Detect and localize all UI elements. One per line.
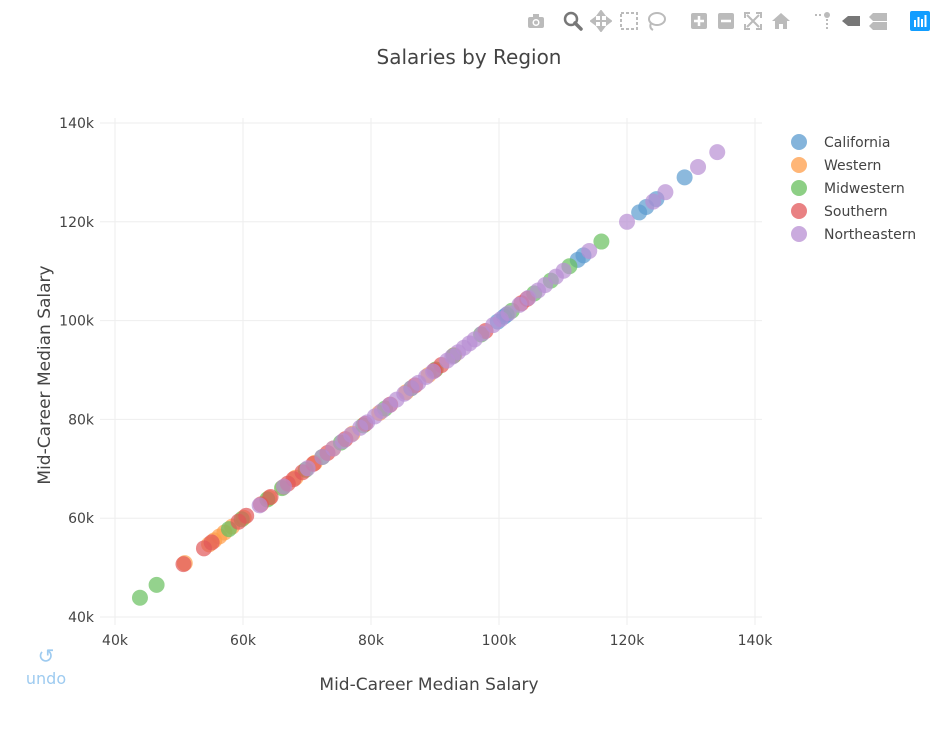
legend-label: Northeastern [824,227,916,243]
data-point[interactable] [709,144,726,161]
data-point[interactable] [690,158,707,175]
x-tick-label: 40k [102,633,129,649]
data-point[interactable] [299,460,316,477]
data-point[interactable] [537,277,554,294]
data-point[interactable] [238,507,255,524]
data-point[interactable] [275,478,292,495]
legend-marker [791,134,807,150]
legend-marker [791,180,807,196]
legend-marker [791,203,807,219]
zoom-icon[interactable] [562,10,584,32]
legend[interactable]: California Western Midwestern Southern North… [791,134,916,243]
zoom-out-icon[interactable] [715,10,737,32]
plotly-logo-icon[interactable] [909,10,931,32]
data-point[interactable] [175,556,192,573]
x-tick-label: 140k [738,633,774,649]
legend-item-western[interactable]: Western [791,157,881,174]
legend-label: Western [824,158,881,174]
undo-button[interactable]: ↺ undo [22,646,70,688]
hover-compare-icon[interactable] [867,10,889,32]
series-northeastern [251,144,726,514]
legend-item-midwestern[interactable]: Midwestern [791,180,905,197]
modebar [520,10,935,32]
data-point[interactable] [581,242,598,259]
data-point[interactable] [314,448,331,465]
x-tick-label: 60k [230,633,257,649]
legend-marker [791,157,807,173]
chart-title: Salaries by Region [377,45,562,69]
data-point[interactable] [657,184,674,201]
y-tick-label: 120k [59,215,95,231]
data-points [131,144,726,606]
data-point[interactable] [676,169,693,186]
y-tick-label: 100k [59,314,95,330]
data-point[interactable] [148,576,165,593]
x-tick-label: 120k [610,633,646,649]
data-point[interactable] [593,233,610,250]
x-tick-label: 100k [482,633,518,649]
axes: 40k 40k 60k 60k 80k 80k 100k 100k 120k 120k 140k 14… [59,116,773,649]
y-tick-label: 80k [68,412,95,428]
legend-item-southern[interactable]: Southern [791,203,888,220]
reset-axes-icon[interactable] [770,10,792,32]
legend-label: Midwestern [824,181,905,197]
y-axis-title: Mid-Career Median Salary [35,265,55,484]
data-point[interactable] [619,213,635,230]
data-point[interactable] [425,363,442,380]
data-point[interactable] [203,534,220,551]
legend-item-california[interactable]: California [791,134,890,151]
data-point[interactable] [474,325,491,342]
autoscale-icon[interactable] [742,10,764,32]
y-tick-label: 60k [68,511,95,527]
data-point[interactable] [262,488,279,505]
grid-lines [100,118,762,625]
box-select-icon[interactable] [618,10,640,32]
hover-closest-icon[interactable] [840,10,862,32]
data-point[interactable] [251,497,268,514]
data-point[interactable] [131,589,148,606]
x-axis-title: Mid-Career Median Salary [319,675,538,695]
legend-label: California [824,135,890,151]
data-point[interactable] [645,193,662,210]
y-tick-label: 40k [68,610,95,626]
data-point[interactable] [555,262,572,279]
x-tick-label: 80k [358,633,385,649]
legend-item-northeastern[interactable]: Northeastern [791,226,916,243]
legend-label: Southern [824,204,888,220]
lasso-select-icon[interactable] [645,10,667,32]
data-point[interactable] [500,305,517,322]
undo-label: undo [25,669,67,688]
undo-icon: ↺ [37,644,55,668]
spike-lines-icon[interactable] [812,10,834,32]
pan-icon[interactable] [590,10,612,32]
zoom-in-icon[interactable] [688,10,710,32]
y-tick-label: 140k [59,116,95,132]
camera-icon[interactable] [525,10,547,32]
legend-marker [791,226,807,242]
